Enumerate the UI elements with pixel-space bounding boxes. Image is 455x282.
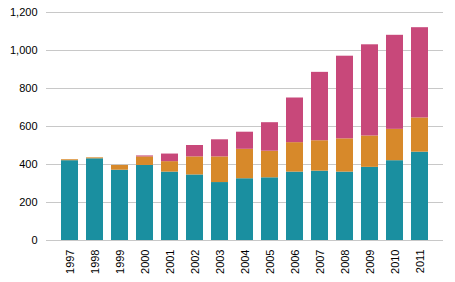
svg-text:2004: 2004 [239,250,251,274]
svg-text:200: 200 [19,196,37,208]
svg-text:2008: 2008 [339,250,351,274]
svg-text:600: 600 [19,120,37,132]
svg-text:2007: 2007 [314,250,326,274]
svg-text:2000: 2000 [139,250,151,274]
svg-text:1,000: 1,000 [10,44,38,56]
svg-text:2006: 2006 [289,250,301,274]
svg-text:2003: 2003 [214,250,226,274]
svg-text:1,200: 1,200 [10,6,38,18]
svg-text:0: 0 [31,234,37,246]
svg-text:2011: 2011 [414,250,426,274]
svg-text:1998: 1998 [89,250,101,274]
svg-text:400: 400 [19,158,37,170]
svg-text:2001: 2001 [164,250,176,274]
svg-text:2002: 2002 [189,250,201,274]
svg-text:2005: 2005 [264,250,276,274]
svg-text:2009: 2009 [364,250,376,274]
svg-text:1999: 1999 [114,250,126,274]
svg-text:800: 800 [19,82,37,94]
svg-text:1997: 1997 [64,250,76,274]
svg-text:2010: 2010 [389,250,401,274]
